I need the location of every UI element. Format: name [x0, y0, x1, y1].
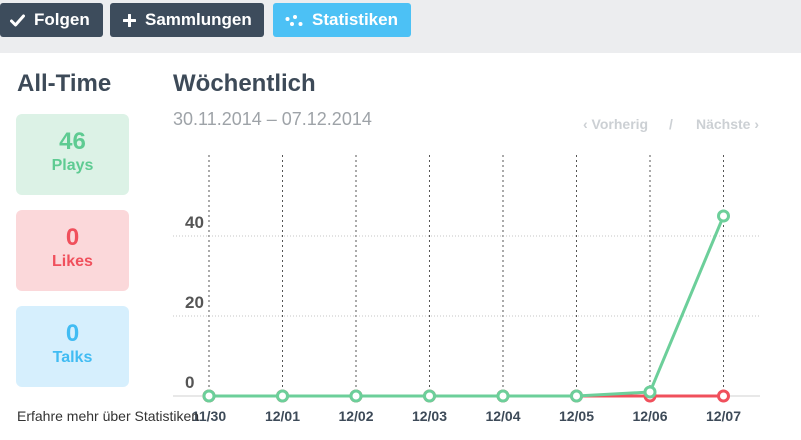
plays-card: 46 Plays: [16, 114, 129, 195]
talks-card: 0 Talks: [16, 306, 129, 387]
x-tick-label: 12/07: [706, 408, 741, 424]
next-link[interactable]: Nächste ›: [696, 116, 760, 132]
pager-separator: /: [669, 116, 673, 132]
series-point-1: [423, 389, 436, 403]
series-point-1: [276, 389, 289, 403]
statistics-button[interactable]: Statistiken: [273, 3, 411, 37]
follow-label: Folgen: [34, 10, 90, 29]
series-point-1: [643, 385, 657, 399]
talks-count: 0: [65, 320, 80, 347]
statistics-label: Statistiken: [312, 10, 398, 29]
x-tick-label: 12/04: [485, 408, 520, 424]
alltime-heading: All-Time: [17, 70, 112, 97]
series-point-0: [717, 389, 730, 403]
x-tick-label: 12/03: [412, 408, 447, 424]
likes-label: Likes: [52, 253, 93, 270]
y-tick-label: 0: [185, 373, 194, 392]
collections-button[interactable]: Sammlungen: [110, 3, 264, 37]
check-icon: [10, 14, 25, 26]
likes-count: 0: [65, 224, 80, 251]
series-point-1: [570, 389, 583, 403]
talks-label: Talks: [52, 349, 93, 366]
series-point-1: [496, 389, 510, 403]
y-tick-label: 40: [185, 213, 204, 232]
x-tick-label: 11/30: [192, 408, 226, 424]
x-tick-label: 12/01: [265, 408, 300, 424]
series-point-1: [202, 389, 216, 403]
plays-label: Plays: [51, 157, 94, 174]
x-tick-label: 12/05: [559, 408, 594, 424]
series-line-1: [209, 215, 725, 398]
previous-link[interactable]: ‹ Vorherig: [583, 116, 649, 132]
weekly-heading: Wöchentlich: [173, 70, 316, 97]
series-point-1: [349, 389, 363, 403]
x-tick-label: 12/06: [632, 408, 667, 424]
collections-label: Sammlungen: [145, 10, 252, 29]
x-tick-label: 12/02: [338, 408, 373, 424]
plus-icon: [123, 13, 136, 27]
series-point-1: [717, 209, 730, 223]
date-range: 30.11.2014 – 07.12.2014: [173, 109, 372, 129]
plays-count: 46: [59, 128, 86, 155]
y-tick-label: 20: [185, 293, 204, 312]
learn-more-link[interactable]: Erfahre mehr über Statistiken: [17, 408, 200, 424]
follow-button[interactable]: Folgen: [0, 3, 103, 37]
likes-card: 0 Likes: [16, 210, 129, 291]
scatter-icon: [285, 14, 303, 26]
